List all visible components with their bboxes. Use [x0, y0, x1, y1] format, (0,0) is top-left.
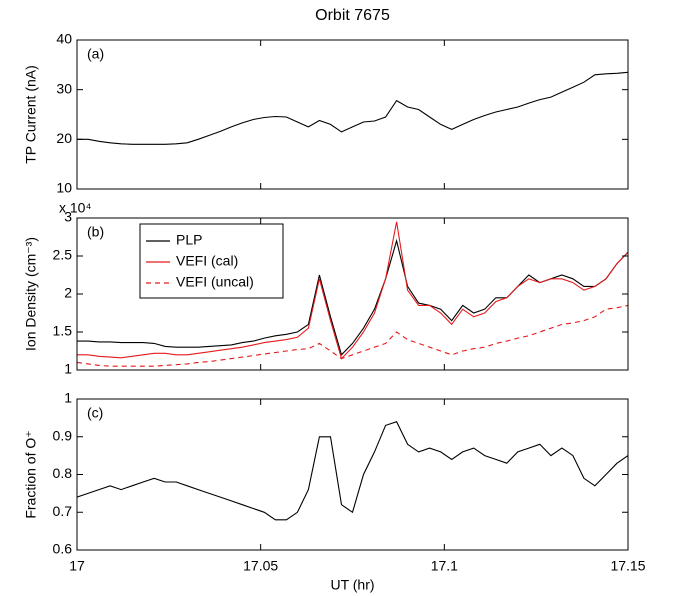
- y-tick-label: 0.6: [53, 541, 73, 557]
- y-axis-label: Ion Density (cm⁻³): [23, 237, 39, 351]
- y-tick-label: 2.5: [53, 247, 73, 263]
- plot-area: [77, 71, 628, 145]
- y-tick-label: 10: [56, 180, 72, 196]
- panel-label: (c): [87, 405, 103, 421]
- data-line: [77, 304, 628, 367]
- axes-box: [76, 398, 629, 551]
- y-axis-label: TP Current (nA): [23, 65, 39, 164]
- y-tick-label: 0.8: [53, 465, 73, 481]
- y-tick-label: 30: [56, 80, 72, 96]
- data-line: [77, 238, 628, 356]
- y-tick-label: 1: [64, 361, 72, 377]
- data-line: [77, 71, 628, 145]
- y-tick-label: 2: [64, 285, 72, 301]
- axes-box: [76, 39, 629, 190]
- y-axis-label: Fraction of O⁺: [23, 430, 39, 518]
- axis-multiplier: x 10⁴: [59, 200, 91, 216]
- legend-label: PLP: [176, 232, 202, 248]
- data-line: [77, 421, 628, 521]
- x-tick-label: 17: [69, 558, 85, 574]
- y-tick-label: 0.9: [53, 427, 73, 443]
- x-tick-label: 17.1: [431, 558, 458, 574]
- legend-label: VEFI (cal): [176, 253, 238, 269]
- y-tick-label: 20: [56, 130, 72, 146]
- legend-label: VEFI (uncal): [176, 274, 254, 290]
- x-tick-label: 17.05: [243, 558, 278, 574]
- x-tick-label: 17.15: [610, 558, 645, 574]
- x-axis-label: UT (hr): [330, 577, 374, 593]
- plot-area: [77, 421, 628, 521]
- panel-label: (b): [87, 224, 104, 240]
- legend-box: [139, 223, 284, 299]
- y-tick-label: 1.5: [53, 323, 73, 339]
- y-tick-label: 3: [64, 209, 72, 225]
- plot-area: [77, 221, 628, 367]
- panel-label: (a): [87, 46, 104, 62]
- y-tick-label: 40: [56, 31, 72, 47]
- y-tick-label: 1: [64, 390, 72, 406]
- chart-title: Orbit 7675: [315, 7, 390, 24]
- data-line: [77, 221, 628, 360]
- y-tick-label: 0.7: [53, 503, 73, 519]
